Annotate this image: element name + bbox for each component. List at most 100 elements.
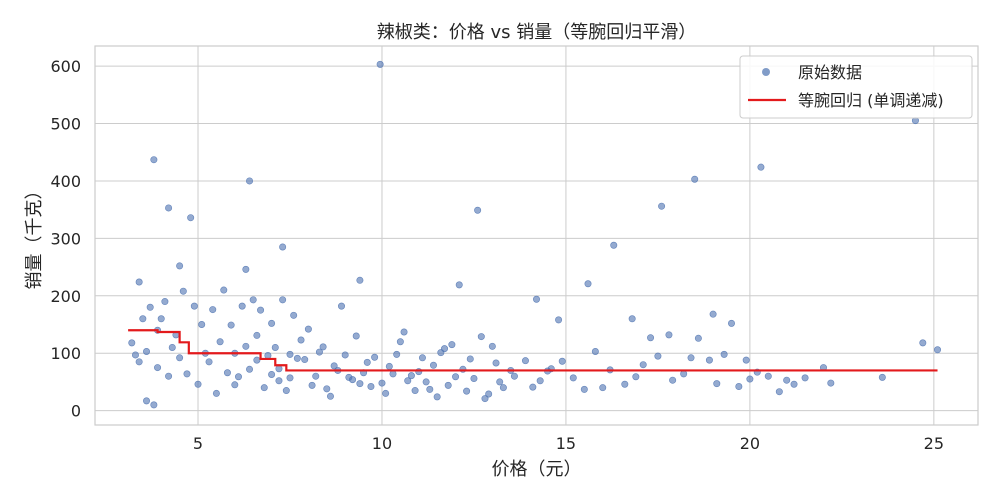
scatter-point xyxy=(720,350,728,358)
scatter-point xyxy=(279,296,287,304)
scatter-point xyxy=(223,369,231,377)
scatter-point xyxy=(253,356,261,364)
scatter-point xyxy=(290,311,298,319)
scatter-point xyxy=(220,286,228,294)
scatter-point xyxy=(282,387,290,395)
scatter-point xyxy=(492,359,500,367)
scatter-point xyxy=(474,206,482,214)
scatter-point xyxy=(764,372,772,380)
scatter-point xyxy=(878,373,886,381)
legend-scatter-marker xyxy=(762,68,770,76)
scatter-point xyxy=(279,243,287,251)
scatter-point xyxy=(393,350,401,358)
legend-box xyxy=(739,55,973,119)
grid xyxy=(95,46,978,425)
scatter-point xyxy=(352,332,360,340)
scatter-point xyxy=(569,374,577,382)
scatter-point xyxy=(378,379,386,387)
y-tick-label: 600 xyxy=(50,57,81,76)
scatter-point xyxy=(580,385,588,393)
scatter-point xyxy=(555,316,563,324)
scatter-point xyxy=(827,379,835,387)
scatter-point xyxy=(234,373,242,381)
scatter-point xyxy=(429,361,437,369)
scatter-point xyxy=(227,321,235,329)
scatter-point xyxy=(135,278,143,286)
scatter-point xyxy=(669,376,677,384)
scatter-point xyxy=(389,370,397,378)
scatter-point xyxy=(271,343,279,351)
scatter-point xyxy=(286,350,294,358)
scatter-point xyxy=(404,377,412,385)
scatter-point xyxy=(599,384,607,392)
scatter-point xyxy=(680,370,688,378)
scatter-point xyxy=(376,60,384,68)
scatter-point xyxy=(275,377,283,385)
scatter-point xyxy=(209,306,217,314)
scatter-point xyxy=(385,362,393,370)
scatter-point xyxy=(345,373,353,381)
scatter-point xyxy=(187,214,195,222)
scatter-point xyxy=(319,343,327,351)
scatter-point xyxy=(407,372,415,380)
scatter-point xyxy=(246,365,254,373)
scatter-point xyxy=(143,397,151,405)
scatter-point xyxy=(367,383,375,391)
scatter-point xyxy=(919,339,927,347)
scatter-point xyxy=(441,345,449,353)
scatter-point xyxy=(301,356,309,364)
scatter-point xyxy=(687,354,695,362)
scatter-point xyxy=(371,353,379,361)
x-tick-label: 20 xyxy=(740,434,760,453)
scatter-point xyxy=(341,351,349,359)
y-tick-label: 400 xyxy=(50,172,81,191)
scatter-point xyxy=(308,381,316,389)
scatter-point xyxy=(161,298,169,306)
scatter-point xyxy=(179,287,187,295)
isotonic-regression-line xyxy=(128,329,938,372)
scatter-point xyxy=(260,384,268,392)
scatter-point xyxy=(212,389,220,397)
chart-title: 辣椒类：价格 vs 销量（等腕回归平滑） xyxy=(377,22,696,43)
scatter-point xyxy=(183,370,191,378)
scatter-point xyxy=(128,339,136,347)
scatter-point xyxy=(268,370,276,378)
scatter-point xyxy=(521,357,529,365)
scatter-point xyxy=(135,358,143,366)
scatter-point xyxy=(529,383,537,391)
scatter-point xyxy=(297,336,305,344)
scatter-point xyxy=(231,381,239,389)
scatter-point xyxy=(727,319,735,327)
scatter-point xyxy=(448,341,456,349)
scatter-point xyxy=(150,401,158,409)
scatter-point xyxy=(312,372,320,380)
scatter-point xyxy=(176,354,184,362)
scatter-point xyxy=(139,315,147,323)
scatter-point xyxy=(691,175,699,183)
scatter-point xyxy=(356,276,364,284)
scatter-point xyxy=(775,388,783,396)
scatter-point xyxy=(536,377,544,385)
scatter-point xyxy=(176,262,184,270)
scatter-point xyxy=(356,380,364,388)
scatter-point xyxy=(558,357,566,365)
scatter-point xyxy=(150,156,158,164)
scatter-point xyxy=(665,331,673,339)
scatter-point xyxy=(286,374,294,382)
y-tick-label: 500 xyxy=(50,115,81,134)
scatter-point xyxy=(694,334,702,342)
scatter-point xyxy=(801,374,809,382)
scatter-point xyxy=(382,389,390,397)
scatter-point xyxy=(293,354,301,362)
scatter-point xyxy=(510,372,518,380)
scatter-point xyxy=(396,338,404,346)
scatter-point xyxy=(216,338,224,346)
scatter-point xyxy=(264,352,272,360)
plot-frame xyxy=(94,45,979,426)
scatter-point xyxy=(705,356,713,364)
scatter-point xyxy=(499,384,507,392)
scatter-point xyxy=(418,354,426,362)
scatter-point xyxy=(143,347,151,355)
scatter-point xyxy=(632,373,640,381)
